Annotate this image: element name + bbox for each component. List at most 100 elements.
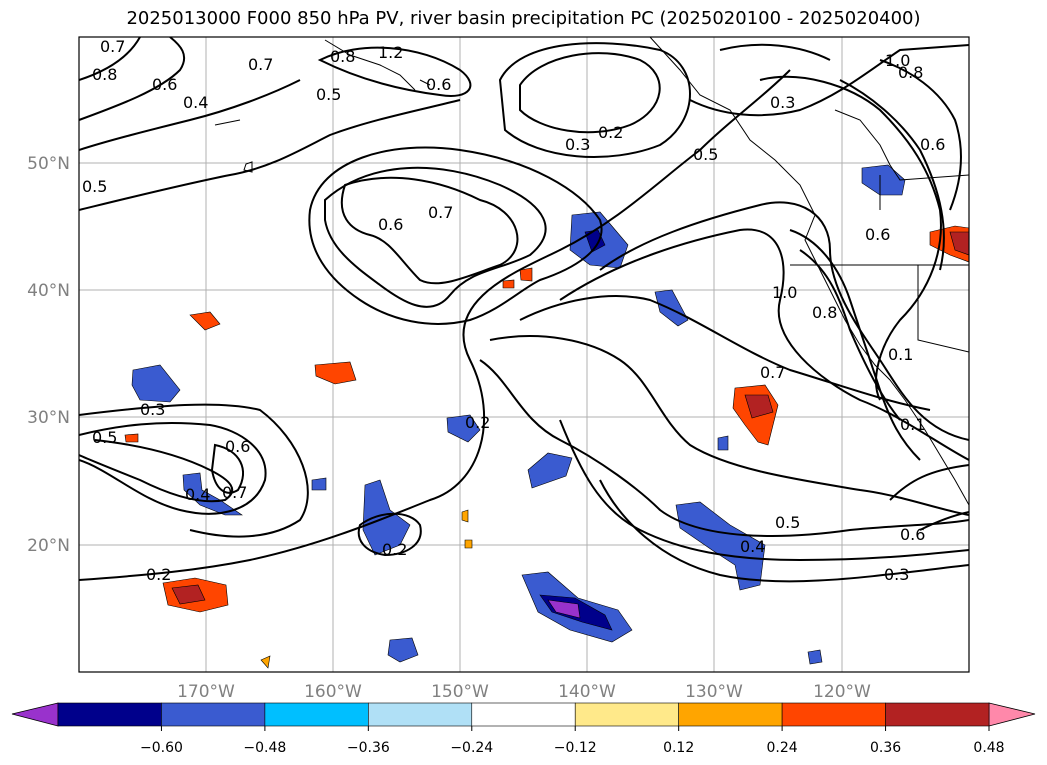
contour-label: 0.7 — [760, 363, 785, 382]
colorbar-tick-label: 0.36 — [870, 740, 901, 756]
colorbar-tick-label: −0.60 — [140, 740, 183, 756]
contour-label: 0.5 — [82, 177, 107, 196]
pos-patch — [260, 655, 271, 669]
contour-label: 0.5 — [92, 428, 117, 447]
contour-label: 0.8 — [330, 47, 355, 66]
colorbar-segment — [574, 702, 679, 727]
neg-patch — [861, 164, 906, 196]
colorbar: −0.60 −0.48 −0.36 −0.24 −0.12 0.12 0.24 0.36 0.4… — [11, 702, 1036, 756]
contour-label: 0.7 — [248, 55, 273, 74]
contour-label: 0.2 — [465, 413, 490, 432]
contour-label: 0.3 — [884, 565, 909, 584]
lon-label: 120°W — [813, 682, 871, 702]
contour-label: 0.1 — [900, 415, 925, 434]
pos-patch — [744, 394, 774, 419]
contour-label: 0.6 — [865, 225, 890, 244]
neg-patch — [131, 364, 181, 403]
contour-label: 0.6 — [900, 525, 925, 544]
colorbar-tick-label: 0.48 — [973, 740, 1004, 756]
colorbar-segment — [781, 702, 886, 727]
pos-patch — [519, 267, 533, 282]
neg-patch — [717, 435, 729, 451]
contour-label: 0.6 — [152, 75, 177, 94]
lon-label: 170°W — [177, 682, 235, 702]
neg-patch — [654, 289, 689, 327]
contour-label: 0.6 — [426, 75, 451, 94]
colorbar-segment — [471, 702, 576, 727]
contour-labels: 0.7 0.8 0.6 0.4 1.2 0.8 0.5 0.6 0.7 0.5 … — [82, 37, 945, 584]
contour-label: 0.7 — [222, 483, 247, 502]
contour-label: 0.5 — [693, 145, 718, 164]
pos-patch — [189, 311, 221, 331]
pos-patch — [314, 361, 357, 385]
contour-label: 0.5 — [316, 85, 341, 104]
contour-label: 0.7 — [100, 37, 125, 56]
colorbar-tick-label: 0.24 — [767, 740, 798, 756]
pos-patch — [464, 539, 473, 549]
contour-label: 0.2 — [598, 123, 623, 142]
colorbar-segment — [368, 702, 473, 727]
north-america-coastline — [649, 37, 969, 506]
map-frame — [78, 36, 970, 673]
contour-label: 0.8 — [898, 63, 923, 82]
contour-label: 0.2 — [146, 565, 171, 584]
contour-label: 0.4 — [185, 485, 210, 504]
latitude-labels: 50°N 40°N 30°N 20°N — [27, 154, 70, 556]
colorbar-tick-label: 0.12 — [663, 740, 694, 756]
pv-contours — [79, 37, 969, 583]
neg-patch — [807, 649, 823, 665]
colorbar-tick-label: −0.24 — [450, 740, 493, 756]
colorbar-tick-label: −0.12 — [554, 740, 597, 756]
contour-label: 0.2 — [382, 540, 407, 559]
neg-patch — [182, 472, 243, 516]
contour-label: 0.4 — [740, 537, 765, 556]
contour-label: 0.7 — [428, 203, 453, 222]
colorbar-left-arrow-icon — [11, 702, 59, 727]
north-america-coastline-2 — [790, 109, 969, 353]
neg-patch — [675, 501, 766, 591]
gridlines — [79, 37, 969, 672]
map-title: 2025013000 F000 850 hPa PV, river basin … — [126, 8, 921, 29]
precip-shading — [124, 164, 969, 669]
contour-label: 0.8 — [812, 303, 837, 322]
colorbar-tick-label: −0.48 — [243, 740, 286, 756]
lon-label: 130°W — [685, 682, 743, 702]
contour-label: 0.3 — [565, 135, 590, 154]
contour-label: 1.0 — [885, 51, 910, 70]
pos-patch — [171, 584, 206, 605]
pos-patch — [461, 509, 469, 523]
contour-label: 1.2 — [378, 43, 403, 62]
lat-label: 30°N — [27, 408, 70, 428]
lat-label: 20°N — [27, 536, 70, 556]
contour-label: 0.6 — [920, 135, 945, 154]
contour-label: 1.0 — [772, 283, 797, 302]
longitude-labels: 170°W 160°W 150°W 140°W 130°W 120°W — [177, 682, 871, 702]
lon-label: 140°W — [558, 682, 616, 702]
colorbar-segment — [678, 702, 783, 727]
neg-patch — [311, 477, 327, 491]
pos-patch — [124, 433, 139, 443]
colorbar-segment — [161, 702, 266, 727]
lat-label: 40°N — [27, 281, 70, 301]
lon-label: 160°W — [304, 682, 362, 702]
contour-label: 0.6 — [378, 215, 403, 234]
neg-patch — [446, 414, 481, 443]
lon-label: 150°W — [431, 682, 489, 702]
colorbar-segment — [57, 702, 162, 727]
aleutian-coastline — [214, 39, 431, 173]
neg-patch — [527, 452, 573, 489]
colorbar-segment — [264, 702, 369, 727]
colorbar-segment — [885, 702, 990, 727]
lat-label: 50°N — [27, 154, 70, 174]
contour-label: 0.1 — [888, 345, 913, 364]
neg-patch — [387, 637, 419, 663]
contour-label: 0.8 — [92, 65, 117, 84]
pos-patch — [502, 279, 515, 289]
colorbar-tick-label: −0.36 — [347, 740, 390, 756]
neg-patch — [547, 599, 581, 619]
contour-label: 0.3 — [140, 400, 165, 419]
pos-patch — [949, 231, 969, 256]
colorbar-right-arrow-icon — [988, 702, 1036, 727]
contour-label: 0.4 — [183, 93, 208, 112]
